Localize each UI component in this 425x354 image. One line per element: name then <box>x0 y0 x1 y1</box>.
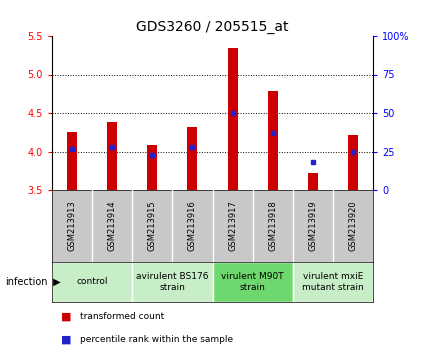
Bar <box>107 122 117 190</box>
Text: control: control <box>76 278 108 286</box>
Text: GSM213919: GSM213919 <box>308 201 317 251</box>
Bar <box>227 47 238 190</box>
Text: transformed count: transformed count <box>79 312 164 321</box>
Text: GSM213918: GSM213918 <box>268 201 277 251</box>
Text: GSM213915: GSM213915 <box>148 201 157 251</box>
Text: virulent mxiE
mutant strain: virulent mxiE mutant strain <box>302 272 364 292</box>
Bar <box>132 262 212 302</box>
Bar <box>147 145 157 190</box>
Text: virulent M90T
strain: virulent M90T strain <box>221 272 284 292</box>
Bar <box>268 91 278 190</box>
Text: GSM213914: GSM213914 <box>108 201 117 251</box>
Text: avirulent BS176
strain: avirulent BS176 strain <box>136 272 209 292</box>
Bar <box>187 127 198 190</box>
Text: ▶: ▶ <box>50 277 60 287</box>
Bar <box>67 132 77 190</box>
Title: GDS3260 / 205515_at: GDS3260 / 205515_at <box>136 19 289 34</box>
Text: GSM213916: GSM213916 <box>188 201 197 251</box>
Text: percentile rank within the sample: percentile rank within the sample <box>79 335 233 344</box>
Text: GSM213913: GSM213913 <box>68 201 76 251</box>
Bar <box>212 262 293 302</box>
Text: ■: ■ <box>60 312 71 321</box>
Bar <box>348 135 358 190</box>
Bar <box>308 173 318 190</box>
Text: GSM213920: GSM213920 <box>348 201 357 251</box>
Bar <box>293 262 373 302</box>
Text: infection: infection <box>5 277 48 287</box>
Text: ■: ■ <box>60 335 71 344</box>
Bar <box>52 262 132 302</box>
Text: GSM213917: GSM213917 <box>228 201 237 251</box>
